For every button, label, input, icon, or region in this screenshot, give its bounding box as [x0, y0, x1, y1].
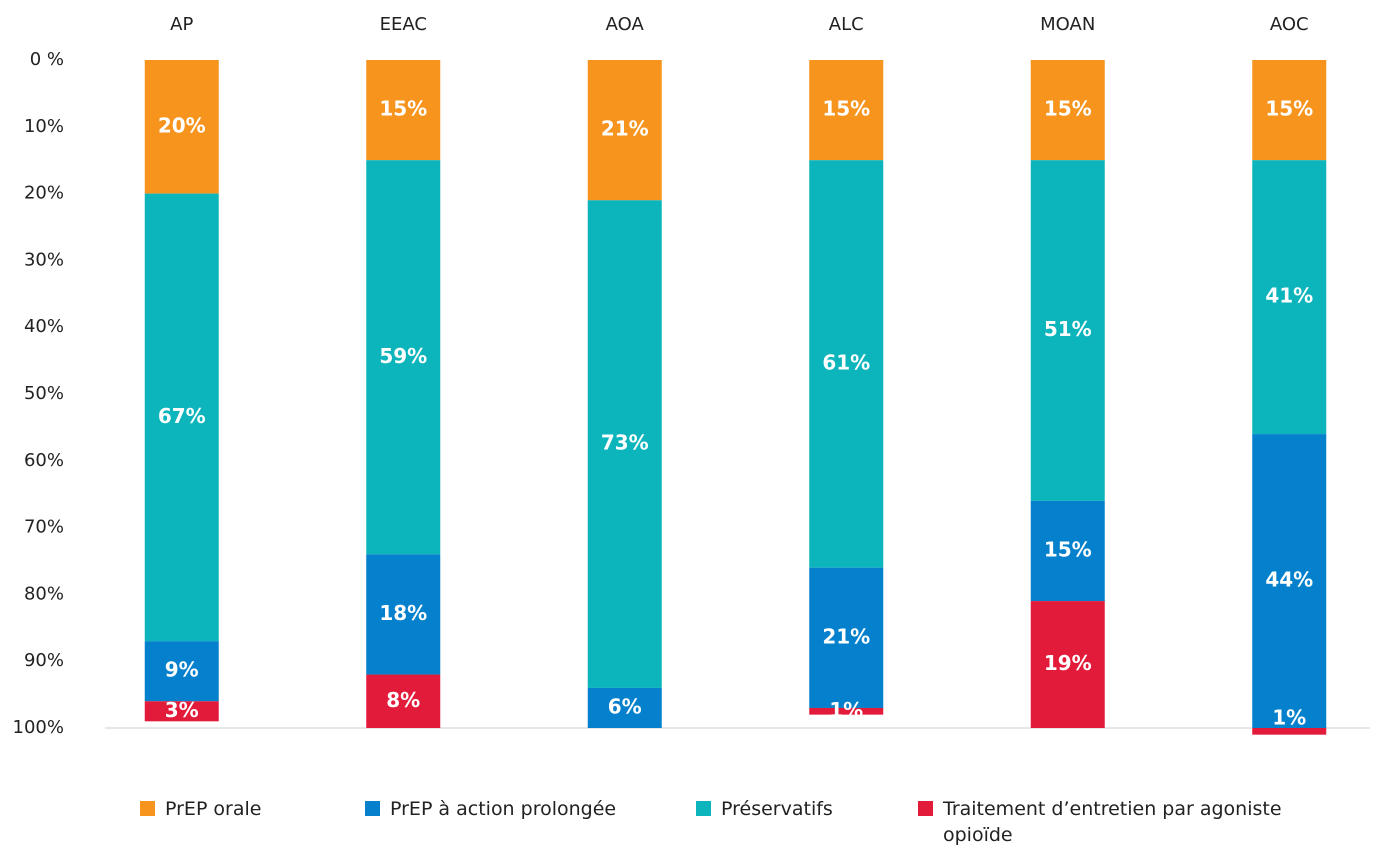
value-label: 67% [158, 404, 206, 428]
value-label: 51% [1044, 317, 1092, 341]
x-tick-label: MOAN [1040, 14, 1095, 35]
bar-segment [809, 60, 884, 161]
bar-segment [809, 160, 884, 568]
value-label: 15% [1044, 537, 1092, 561]
y-tick-label: 10% [24, 116, 64, 137]
value-label: 73% [601, 431, 649, 455]
legend-label: PrEP à action prolongée [390, 798, 617, 820]
y-tick-label: 20% [24, 183, 64, 204]
legend-item: PrEP à action prolongée [365, 796, 705, 822]
value-label: 21% [601, 117, 649, 141]
legend-item: Préservatifs [696, 796, 916, 822]
bar-segment [144, 193, 219, 642]
bar-segment [366, 674, 441, 728]
bar-segment [587, 200, 662, 688]
bar-segment [366, 554, 441, 675]
bar-segment [809, 707, 884, 715]
bar-segment [1252, 160, 1327, 435]
bar-segment [144, 641, 219, 702]
legend-label: Préservatifs [721, 798, 833, 820]
legend: PrEP orale PrEP à action prolongée Préserv… [0, 796, 1375, 854]
bar-segment [1252, 60, 1327, 161]
y-tick-label: 90% [24, 650, 64, 671]
value-label: 15% [1265, 97, 1313, 121]
chart: 0 % 10% 20% 30% 40% 50% 60% 70% 80% 90% 100% AP 20% 6… [13, 14, 1370, 738]
y-tick-label: 0 % [30, 49, 64, 70]
value-label: 21% [822, 624, 870, 648]
bar-segment [1030, 601, 1105, 728]
y-tick-label: 80% [24, 583, 64, 604]
y-tick-label: 40% [24, 316, 64, 337]
value-label: 59% [379, 344, 427, 368]
bar-segment [1030, 500, 1105, 602]
bar-segment [809, 567, 884, 708]
y-tick-label: 70% [24, 517, 64, 538]
value-label: 8% [386, 688, 420, 712]
x-tick-label: EEAC [380, 14, 427, 35]
value-label: 44% [1265, 568, 1313, 592]
bar-segment [1030, 160, 1105, 501]
value-label: 15% [822, 97, 870, 121]
y-tick-label: 50% [24, 383, 64, 404]
value-label: 6% [608, 694, 642, 718]
bar-segment [587, 60, 662, 201]
value-label: 15% [379, 97, 427, 121]
x-tick-label: AP [170, 14, 193, 35]
value-label: 18% [379, 601, 427, 625]
value-label: 15% [1044, 97, 1092, 121]
value-label: 61% [822, 350, 870, 374]
value-label: 9% [165, 658, 199, 682]
legend-item: Traitement d’entretien par agoniste opio… [918, 796, 1358, 848]
bar-segment [366, 60, 441, 161]
value-label: 20% [158, 113, 206, 137]
bar-segment [1252, 728, 1327, 735]
bar-segment [366, 160, 441, 555]
bar-segment [144, 60, 219, 194]
value-label: 1% [829, 698, 863, 722]
x-tick-label: ALC [829, 14, 864, 35]
legend-swatch [140, 801, 155, 816]
bar-segment [587, 687, 662, 728]
value-label: 1% [1272, 706, 1306, 730]
y-tick-label: 30% [24, 249, 64, 270]
y-tick-label: 60% [24, 450, 64, 471]
legend-item: PrEP orale [140, 796, 280, 822]
legend-swatch [696, 801, 711, 816]
legend-swatch [365, 801, 380, 816]
legend-label: PrEP orale [165, 798, 262, 820]
bar-segment [1030, 60, 1105, 161]
bar-segment [144, 701, 219, 722]
legend-label: Traitement d’entretien par agoniste opio… [943, 798, 1282, 846]
legend-swatch [918, 801, 933, 816]
value-label: 41% [1265, 284, 1313, 308]
bar-segment [1252, 434, 1327, 728]
value-label: 3% [165, 698, 199, 722]
x-tick-label: AOA [606, 14, 645, 35]
x-tick-label: AOC [1270, 14, 1309, 35]
value-label: 19% [1044, 651, 1092, 675]
y-tick-label: 100% [13, 717, 64, 738]
